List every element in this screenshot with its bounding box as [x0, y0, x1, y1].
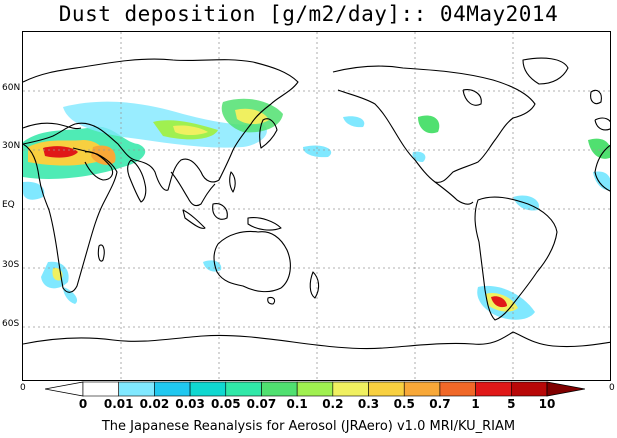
coast-antarctica: [23, 331, 610, 350]
dust-west-africa-edge: [588, 138, 610, 159]
dust-sahara-hotspot: [43, 146, 78, 158]
lat-label-30s: 30S: [2, 260, 20, 270]
coast-se-asia: [170, 171, 216, 207]
colorbar-tick-label: 0.1: [286, 397, 308, 411]
coast-philippines: [229, 171, 236, 193]
colorbar-tick-label: 5: [507, 397, 516, 411]
dust-east-edge-plume: [593, 171, 610, 191]
colorbar-swatch: [511, 381, 548, 397]
colorbar-tick-label: 0.5: [393, 397, 415, 411]
coast-west-africa: [594, 144, 610, 192]
dust-shading: [23, 98, 610, 320]
dust-southwest-us: [418, 115, 440, 134]
colorbar-tick-label: 0.05: [210, 397, 241, 411]
colorbar-swatch: [439, 381, 476, 397]
coast-india: [127, 159, 147, 203]
coast-hudson-bay: [462, 89, 482, 106]
colorbar-tick-label: 0.3: [357, 397, 380, 411]
coast-madagascar: [97, 244, 105, 262]
map-title: Dust deposition [g/m2/day]:: 04May2014: [58, 2, 559, 26]
colorbar-swatch: [189, 381, 227, 397]
colorbar-swatch: [261, 381, 298, 397]
coastlines: [23, 57, 610, 350]
coast-south-america: [474, 196, 558, 321]
coast-central-america: [434, 181, 474, 205]
world-map: [22, 31, 611, 381]
colorbar-tick-label: 0.07: [246, 397, 277, 411]
dust-patagonia-hotspot: [491, 296, 507, 308]
colorbar-swatch: [154, 381, 191, 397]
coast-new-zealand: [309, 271, 320, 299]
map-canvas: [23, 32, 610, 380]
colorbar-tick-label: 10: [538, 397, 556, 411]
axis-zero-left: 0: [20, 383, 26, 393]
coast-tasmania: [267, 296, 276, 305]
colorbar-swatch: [368, 381, 405, 397]
colorbar-tick-label: 0.03: [175, 397, 205, 411]
coast-north-america: [332, 65, 536, 183]
dust-pacific-streak-2: [303, 145, 332, 158]
colorbar-right-arrow: [546, 381, 585, 397]
coast-africa: [23, 143, 118, 293]
coast-iberia: [594, 117, 610, 131]
coast-arabia: [84, 151, 114, 181]
colorbar-tick-label: 0: [78, 397, 88, 411]
colorbar-swatch: [296, 381, 334, 397]
dust-mexico: [412, 151, 426, 162]
dust-atlantic-plume: [23, 181, 45, 200]
coast-greenland: [522, 57, 569, 85]
colorbar-swatch: [403, 381, 441, 397]
coast-japan: [259, 118, 278, 149]
colorbar-swatch: [475, 381, 512, 397]
colorbar-swatch: [332, 381, 369, 397]
colorbar-left-arrow: [45, 381, 84, 397]
colorbar-tick-label: 0.01: [103, 397, 134, 411]
credit-line: The Japanese Reanalysis for Aerosol (JRA…: [101, 419, 516, 434]
dust-pacific-streak-1: [343, 116, 365, 128]
colorbar: [45, 381, 585, 397]
colorbar-swatch: [118, 381, 155, 397]
dust-taklamakan-core: [173, 125, 208, 135]
dust-australia: [203, 260, 222, 272]
coast-borneo: [212, 203, 228, 220]
lat-label-30n: 30N: [2, 141, 21, 151]
lat-label-eq: EQ: [2, 200, 15, 210]
coast-eurasia: [23, 58, 299, 191]
colorbar-swatch: [82, 381, 119, 397]
coast-mediterranean: [23, 122, 82, 130]
lat-label-60s: 60S: [2, 319, 20, 329]
gridlines: [23, 32, 610, 380]
colorbar-tick-label: 1: [471, 397, 480, 411]
axis-zero-right: 0: [609, 383, 615, 393]
colorbar-tick-label: 0.2: [322, 397, 344, 411]
coast-britain: [590, 89, 602, 105]
coast-sumatra: [182, 209, 206, 229]
colorbar-tick-label: 0.7: [429, 397, 451, 411]
coast-australia: [213, 230, 291, 293]
lat-label-60n: 60N: [2, 83, 21, 93]
colorbar-tick-label: 0.02: [139, 397, 170, 411]
colorbar-swatch: [225, 381, 262, 397]
coast-new-guinea: [247, 217, 282, 231]
